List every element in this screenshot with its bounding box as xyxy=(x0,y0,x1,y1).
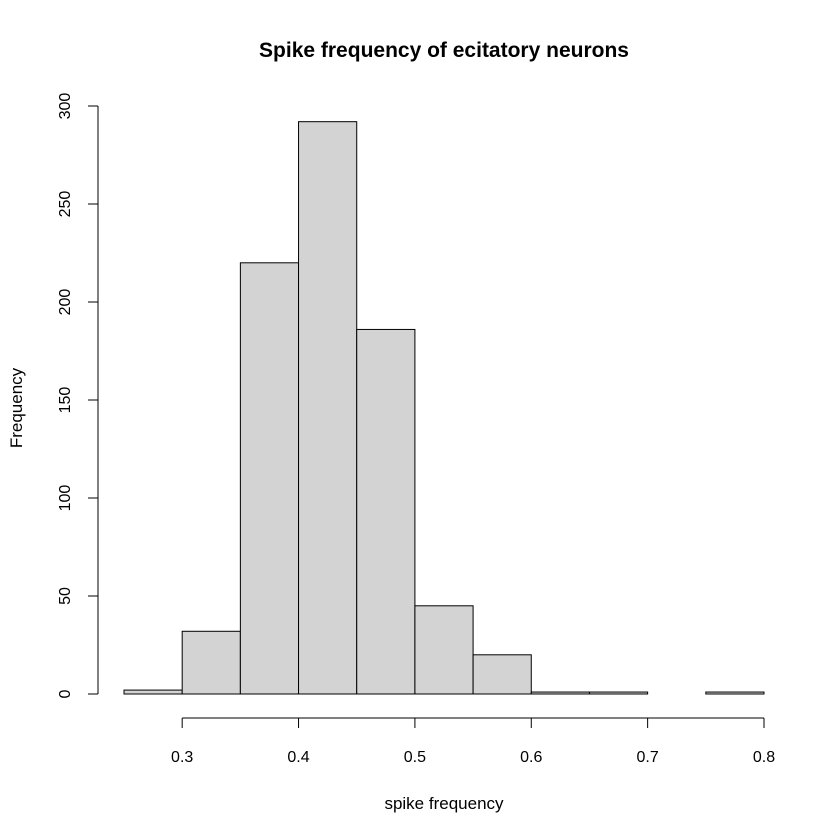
histogram-bar-6 xyxy=(472,654,532,695)
x-axis: 0.3 0.4 0.5 0.6 0.7 0.8 xyxy=(171,717,775,766)
histogram-bar-7 xyxy=(530,691,590,695)
histogram-bar-2 xyxy=(239,262,300,695)
x-tick-label: 0.4 xyxy=(287,749,309,766)
x-tick-label: 0.8 xyxy=(753,749,775,766)
x-tick-label: 0.6 xyxy=(520,749,542,766)
histogram-bar-1 xyxy=(181,630,241,695)
y-tick-label: 200 xyxy=(57,289,74,316)
y-tick-label: 0 xyxy=(57,689,74,698)
y-tick-label: 250 xyxy=(57,191,74,218)
histogram-bar-3 xyxy=(298,121,358,695)
y-tick-label: 100 xyxy=(57,485,74,512)
bars-group xyxy=(123,121,765,695)
histogram-bar-8 xyxy=(588,691,649,695)
histogram-bar-10 xyxy=(705,691,765,695)
histogram-bar-5 xyxy=(414,605,474,695)
histogram-bar-4 xyxy=(356,328,416,695)
chart-title: Spike frequency of ecitatory neurons xyxy=(259,39,629,62)
y-tick-label: 300 xyxy=(57,93,74,120)
y-axis: 0 50 100 150 200 250 300 xyxy=(57,93,99,698)
histogram-bar-0 xyxy=(123,689,183,695)
x-tick-label: 0.3 xyxy=(171,749,193,766)
y-axis-label: Frequency xyxy=(7,367,26,448)
y-tick-label: 150 xyxy=(57,387,74,414)
y-tick-label: 50 xyxy=(57,587,74,605)
x-axis-label: spike frequency xyxy=(384,794,504,813)
x-tick-label: 0.7 xyxy=(637,749,659,766)
x-tick-label: 0.5 xyxy=(404,749,426,766)
